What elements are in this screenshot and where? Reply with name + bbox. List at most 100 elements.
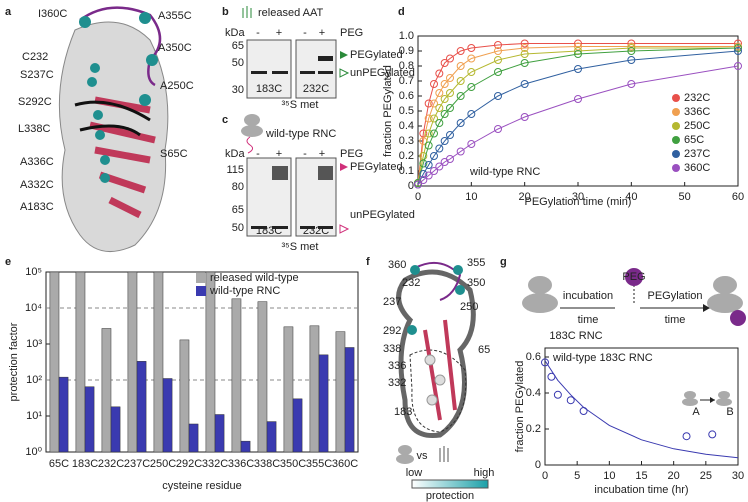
lane-label: +: [276, 148, 282, 160]
scale-title: protection: [426, 490, 474, 502]
x-axis-label: cysteine residue: [162, 480, 242, 492]
bar: [344, 347, 355, 453]
x-tick-label: 5: [574, 470, 580, 482]
data-point: [430, 167, 438, 175]
annotation: wild-type RNC: [469, 166, 540, 178]
x-tick-label: 25: [700, 470, 712, 482]
bar: [214, 414, 225, 453]
x-tick-label: 250C: [150, 458, 176, 470]
lane-label: -: [303, 148, 307, 160]
x-tick-label: 332C: [202, 458, 228, 470]
x-tick-label: 360C: [332, 458, 358, 470]
colorbar: [411, 479, 489, 489]
data-point: [419, 176, 428, 184]
data-point: [424, 161, 433, 169]
data-point: [494, 41, 502, 49]
data-point: [424, 114, 433, 123]
legend-marker: [672, 94, 680, 102]
scale-label: high: [474, 467, 495, 479]
bar: [231, 298, 242, 453]
residue-label: 338: [383, 343, 401, 355]
x-tick-label: 20: [668, 470, 680, 482]
data-point: [520, 80, 529, 88]
data-point: [435, 69, 444, 78]
y-tick-label: 0.4: [526, 387, 541, 399]
y-axis-label: fraction PEGylated: [382, 65, 394, 157]
gel: [246, 39, 337, 237]
y-tick-label: 0.7: [399, 75, 414, 87]
data-point: [440, 137, 449, 145]
data-point: [435, 89, 444, 97]
sample-label: 232C: [303, 225, 329, 237]
bar: [335, 331, 346, 453]
bar: [162, 378, 173, 453]
bar: [127, 271, 138, 453]
y-tick-label: 0.1: [399, 165, 414, 177]
data-point: [541, 358, 549, 367]
residue-label: S292C: [18, 96, 52, 108]
data-point: [446, 155, 454, 163]
lane-label: -: [256, 27, 260, 39]
gel-band: [251, 56, 333, 229]
x-tick-label: 10: [465, 191, 477, 203]
bar: [153, 271, 164, 453]
bar: [101, 328, 112, 453]
lane-label: +: [319, 148, 325, 160]
kda-label: kDa: [225, 27, 245, 39]
data-point: [734, 62, 742, 70]
lane-label: +: [276, 27, 282, 39]
data-point: [414, 180, 422, 189]
step-label: incubation: [563, 290, 613, 302]
x-axis-label: incubation time (hr): [594, 484, 688, 496]
legend-label: 232C: [684, 92, 710, 104]
data-point: [574, 50, 582, 58]
x-axis-label: PEGylation time (min): [525, 196, 632, 208]
residue-label: 355: [467, 257, 485, 269]
residue-label: L338C: [18, 123, 50, 135]
residue-label: A355C: [158, 10, 192, 22]
lane-label: +: [319, 27, 325, 39]
band-label: unPEGylated: [350, 209, 415, 221]
data-point: [734, 47, 742, 55]
data-point: [494, 47, 502, 55]
data-point: [627, 47, 636, 55]
panel-letter: d: [398, 6, 405, 18]
data-point: [446, 54, 454, 63]
data-point: [435, 104, 444, 112]
peg-label: PEG: [340, 148, 363, 160]
residue-label: 332: [388, 377, 406, 389]
data-point: [446, 104, 454, 112]
data-point: [708, 430, 717, 439]
vs-label: vs: [417, 450, 429, 462]
data-point: [424, 99, 433, 108]
band-label: PEGylated: [350, 161, 403, 173]
scale-label: low: [406, 467, 423, 479]
data-point: [574, 95, 582, 103]
y-tick-label: 10⁰: [25, 446, 42, 458]
legend-marker: [672, 136, 680, 144]
ribosome-icon: [396, 445, 449, 464]
bar: [309, 325, 320, 453]
residue-label: A250C: [160, 80, 194, 92]
legend-label: 65C: [684, 134, 704, 146]
residue-label: A336C: [20, 156, 54, 168]
sample-label: 232C: [303, 83, 329, 95]
x-tick-label: 40: [625, 191, 637, 203]
bar: [240, 440, 251, 453]
plot-frame: [544, 347, 739, 466]
legend-label: released wild-type: [210, 272, 299, 284]
residue-label: 250: [460, 301, 478, 313]
state-label: B: [726, 406, 733, 418]
data-point: [419, 159, 428, 168]
protein-structure: [396, 261, 476, 439]
bar: [49, 271, 60, 453]
legend-marker: [672, 150, 680, 158]
label-note: ³⁵S met: [282, 241, 319, 253]
legend-label: wild-type RNC: [209, 285, 280, 297]
residue-label: 232: [402, 277, 420, 289]
y-tick-label: 0.4: [399, 120, 414, 132]
series-line: [417, 47, 738, 184]
x-tick-label: 65C: [49, 458, 69, 470]
data-point: [467, 110, 476, 118]
